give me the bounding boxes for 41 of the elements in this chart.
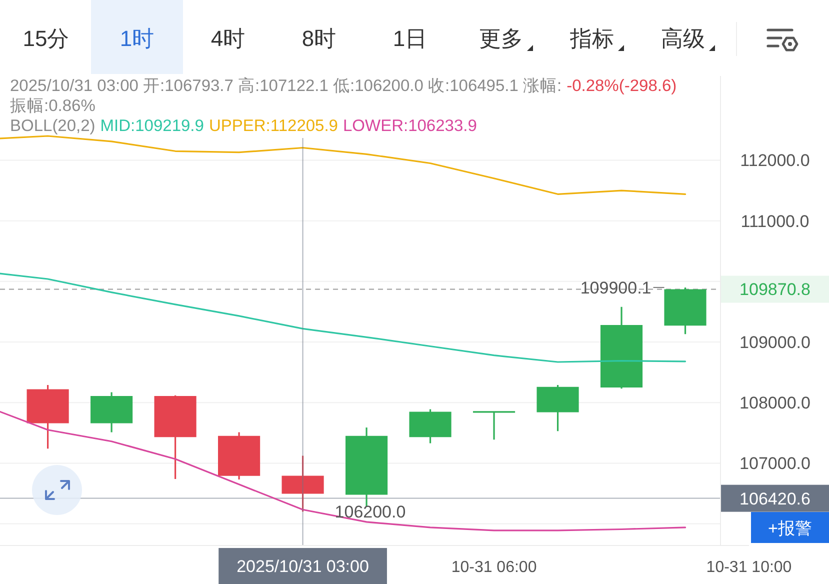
text: LOWER:106233.9	[342, 117, 477, 135]
text: MID:109219.9	[100, 117, 204, 135]
annotation: 109900.1	[580, 278, 652, 298]
text: 高级	[661, 26, 705, 51]
candlestick	[409, 409, 452, 444]
annotation: 振幅:0.86%	[10, 97, 96, 115]
text: 4时	[210, 26, 246, 51]
ref-line-label: 109870.8	[740, 280, 810, 300]
candlestick	[26, 385, 69, 449]
series-label: UPPER:112205.9	[208, 117, 338, 135]
text: +报警	[768, 519, 812, 538]
text: 15分	[22, 26, 70, 51]
candlestick	[282, 456, 324, 512]
annotation: BOLL(20,2)	[10, 117, 96, 135]
ref-line-label: 106420.6	[740, 489, 810, 508]
annotation: 106200.0	[334, 502, 406, 522]
x-tick-label: 10-31 06:00	[451, 559, 537, 576]
candlestick	[90, 392, 133, 432]
text: 8时	[302, 26, 336, 51]
candlestick	[154, 395, 196, 479]
line-series	[0, 272, 686, 363]
line-series	[0, 410, 686, 532]
candlestick	[600, 306, 643, 389]
line-series	[0, 135, 686, 195]
candlestick	[472, 411, 516, 440]
text: 1时	[120, 26, 154, 51]
ref-line-label: 2025/10/31 03:00	[236, 557, 369, 576]
text: 1日	[392, 26, 428, 51]
y-tick-label: 112000.0	[740, 151, 810, 170]
y-tick-label: 109000.0	[740, 333, 810, 352]
y-tick-label: 111000.0	[740, 212, 810, 231]
y-tick-label: 108000.0	[740, 394, 810, 413]
x-tick-label: 10-31 10:00	[706, 559, 792, 576]
text: 更多	[479, 26, 523, 51]
y-tick-label: 107000.0	[740, 454, 810, 474]
annotation: 2025/10/31 03:00 开:106793.7 高:107122.1 低:106200.0 收:106495.1 涨幅:	[10, 76, 562, 95]
text: 指标	[569, 26, 614, 51]
candlestick	[536, 385, 579, 432]
candlestick	[346, 427, 388, 507]
annotation: -0.28%(-298.6)	[566, 77, 677, 95]
candlestick	[218, 432, 260, 480]
